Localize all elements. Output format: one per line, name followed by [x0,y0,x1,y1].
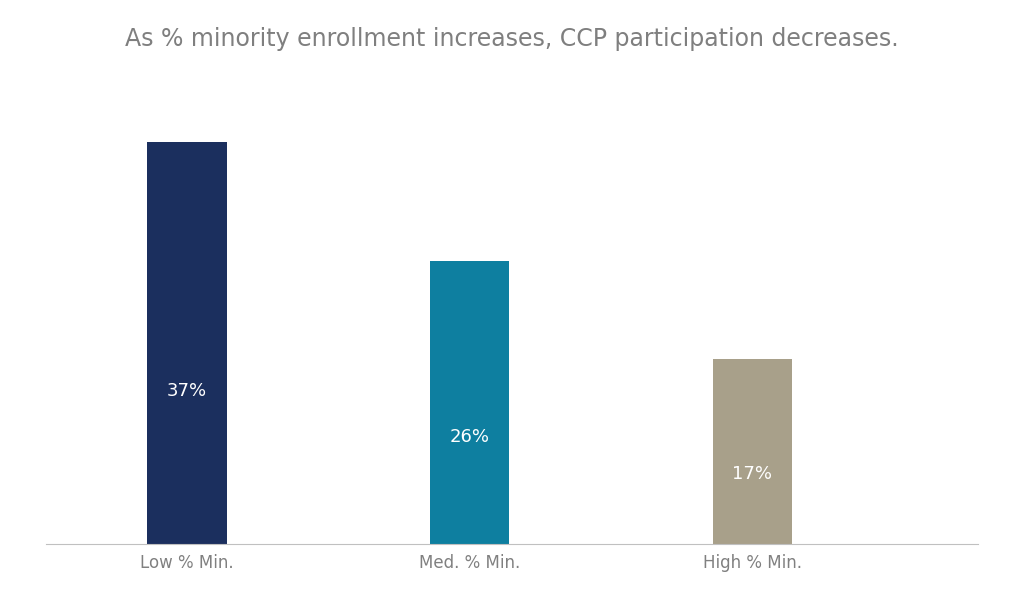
Text: 37%: 37% [167,382,207,400]
Text: 26%: 26% [450,428,489,446]
Bar [147,142,226,544]
Bar [430,262,509,544]
Title: As % minority enrollment increases, CCP participation decreases.: As % minority enrollment increases, CCP … [125,27,899,51]
Bar [713,359,792,544]
Text: 17%: 17% [732,465,772,483]
